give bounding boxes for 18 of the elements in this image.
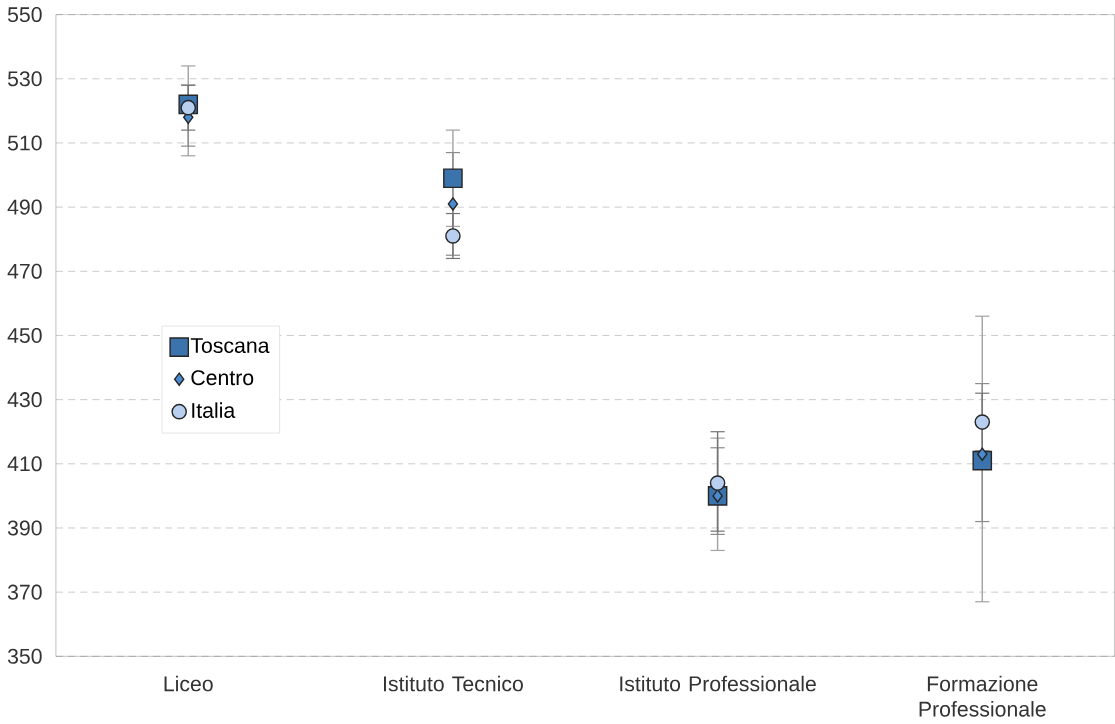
legend-label: Italia (192, 402, 236, 419)
y-tick-label: 390 (7, 520, 42, 536)
y-tick-label: 490 (7, 199, 42, 215)
y-tick-label: 450 (7, 328, 42, 344)
y-tick-label: 550 (7, 7, 42, 23)
y-tick-label: 410 (7, 456, 42, 472)
x-tick-label: Liceo (164, 675, 213, 692)
y-tick-label: 470 (7, 263, 42, 279)
y-tick-label: 370 (7, 584, 42, 600)
x-tick-label: Istituto Tecnico (384, 675, 523, 692)
y-tick-label: 510 (7, 135, 42, 151)
x-tick-label: Formazione Professionale (919, 675, 1046, 717)
y-tick-label: 350 (7, 648, 42, 664)
x-tick-label: Istituto Professionale (620, 675, 816, 692)
legend-label: Toscana (190, 338, 270, 354)
legend-label: Centro (191, 370, 254, 386)
y-tick-label: 430 (7, 392, 42, 408)
y-tick-label: 530 (7, 71, 42, 87)
